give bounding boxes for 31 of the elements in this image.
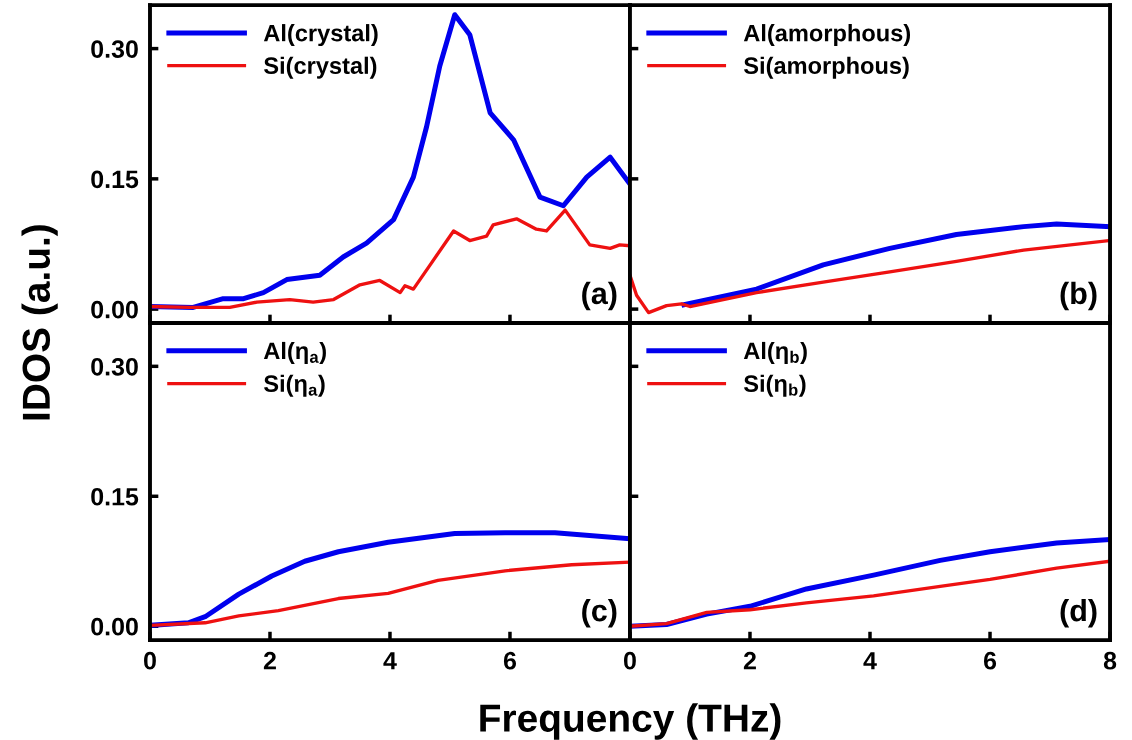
x-tick-label: 6 [503, 651, 517, 670]
y-tick-label: 0.30 [91, 357, 138, 376]
annotation: (c) [582, 598, 617, 628]
legend-label: Al(η$_{a}$) [263, 341, 326, 364]
line-series [149, 208, 630, 310]
legend-label: Si(crystal) [264, 56, 377, 79]
annotation: (b) [1060, 281, 1097, 311]
y-tick-label: 0.30 [91, 40, 138, 58]
y-axis-title: IDOS (a.u.) [21, 225, 58, 420]
annotation: (d) [1060, 598, 1097, 628]
legend-label: Si(η$_{a}$) [264, 374, 325, 397]
x-tick-label: 6 [983, 651, 997, 670]
x-tick-label: 2 [743, 651, 756, 670]
y-tick-label: 0.00 [91, 300, 138, 319]
legend-label: Si(amorphous) [743, 56, 909, 79]
x-tick-label: 8 [1103, 651, 1117, 670]
x-tick-label: 2 [263, 651, 276, 670]
legend-label: Si(η$_{b}$) [743, 374, 806, 397]
legend-label: Al(amorphous) [743, 24, 911, 47]
y-tick-label: 0.00 [91, 617, 138, 636]
y-tick-label: 0.15 [91, 170, 139, 189]
x-axis-title: Frequency (THz) [480, 703, 781, 740]
legend-label: Al(η$_{b}$) [743, 341, 807, 364]
line-series [149, 560, 630, 628]
x-tick-label: 0 [624, 651, 636, 670]
x-tick-label: 4 [383, 652, 397, 670]
y-tick-label: 0.15 [91, 487, 139, 506]
annotation: (a) [582, 281, 617, 311]
x-tick-label: 0 [144, 651, 156, 670]
x-tick-label: 4 [863, 652, 877, 670]
legend-label: Al(crystal) [263, 24, 378, 47]
